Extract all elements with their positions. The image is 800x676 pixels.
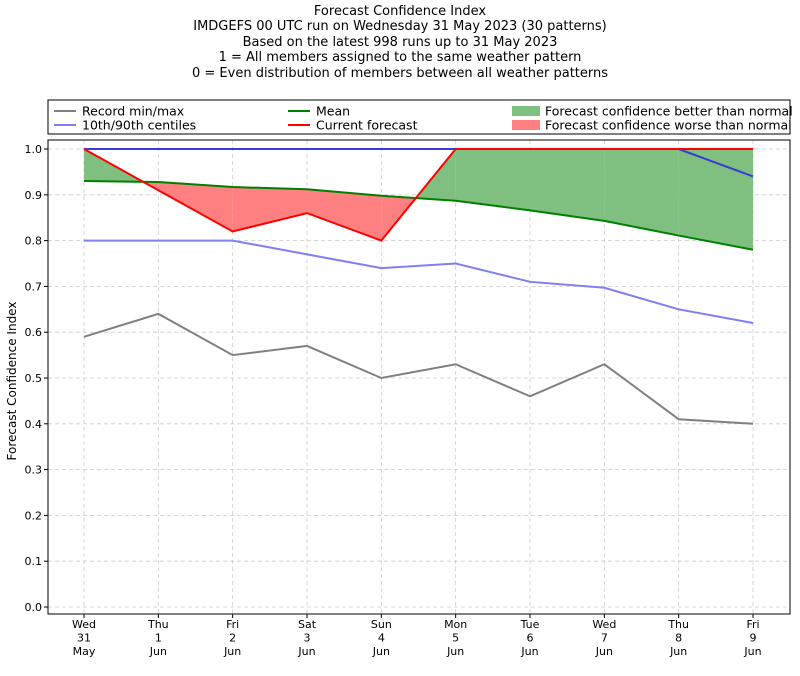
x-tick-label-line: May <box>73 645 96 658</box>
x-tick-label-line: 8 <box>675 632 682 645</box>
x-tick-label: Thu 1 Jun <box>147 618 169 658</box>
x-tick-label: Thu 8 Jun <box>667 618 689 658</box>
legend-label: Current forecast <box>316 118 418 133</box>
y-tick-label: 0.7 <box>25 280 43 293</box>
x-tick-label-line: 2 <box>229 632 236 645</box>
title-line-3: Based on the latest 998 runs up to 31 Ma… <box>242 34 558 50</box>
legend-box <box>47 99 791 135</box>
y-tick-label: 0.5 <box>25 372 43 385</box>
x-tick-label-line: Jun <box>743 645 761 658</box>
x-tick-label-line: Tue <box>520 618 540 631</box>
x-tick-label: Sun 4 Jun <box>371 618 392 658</box>
x-tick-label: Fri 2 Jun <box>223 618 241 658</box>
y-tick-label: 0.3 <box>25 464 43 477</box>
y-tick-label: 0.6 <box>25 326 43 339</box>
y-tick-label: 1.0 <box>25 143 43 156</box>
series-line-10th-90th-centiles <box>84 239 754 325</box>
x-tick-label-line: Jun <box>446 645 464 658</box>
x-tick-label: Wed 31 May <box>72 618 96 658</box>
legend-label: 10th/90th centiles <box>82 118 196 133</box>
series-line-record-min-max <box>83 312 754 425</box>
y-tick-label: 0.4 <box>25 418 43 431</box>
y-axis-label: Forecast Confidence Index <box>5 302 19 461</box>
y-tick-label: 0.1 <box>25 555 43 568</box>
legend-swatch-patch <box>512 120 540 130</box>
x-tick-label-line: 5 <box>452 632 459 645</box>
legend-label: Forecast confidence worse than normal <box>545 118 792 133</box>
fill-worse-than-normal <box>232 187 307 232</box>
fill-worse-than-normal <box>307 189 382 241</box>
x-tick-label-line: Jun <box>669 645 687 658</box>
x-tick-label-line: Jun <box>149 645 167 658</box>
fill-better-than-normal <box>678 149 753 250</box>
x-tick-label-line: Sat <box>298 618 317 631</box>
x-tick-label-line: 6 <box>527 632 534 645</box>
x-tick-label-line: Jun <box>372 645 390 658</box>
chart-title: Forecast Confidence Index IMDGEFS 00 UTC… <box>0 4 800 81</box>
fill-better-than-normal <box>455 149 530 211</box>
x-tick-label-line: 4 <box>378 632 385 645</box>
series-line-current-forecast <box>83 148 753 242</box>
fill-better-than-normal <box>604 149 679 236</box>
fill-better-than-normal <box>530 149 605 221</box>
legend-swatch-patch <box>512 106 540 116</box>
y-tick-label: 0.0 <box>25 601 43 614</box>
y-tick-label: 0.8 <box>25 235 43 248</box>
x-tick-label: Sat 3 Jun <box>297 618 316 658</box>
x-tick-label-line: Mon <box>444 618 467 631</box>
x-tick-label-line: Thu <box>147 618 169 631</box>
x-tick-label-line: Sun <box>371 618 392 631</box>
legend-label: Record min/max <box>82 104 184 119</box>
title-line-5: 0 = Even distribution of members between… <box>191 65 609 81</box>
x-tick-label-line: Jun <box>520 645 538 658</box>
series-line-mean <box>83 180 754 251</box>
x-tick-label: Wed 7 Jun <box>592 618 616 658</box>
x-tick-label-line: Fri <box>226 618 239 631</box>
y-tick-label: 0.2 <box>25 509 43 522</box>
x-tick-label-line: 9 <box>750 632 757 645</box>
x-tick-label-line: 3 <box>304 632 311 645</box>
title-line-4: 1 = All members assigned to the same wea… <box>218 50 582 66</box>
x-tick-label: Fri 9 Jun <box>743 618 761 658</box>
x-tick-label: Mon 5 Jun <box>444 618 467 658</box>
x-tick-label-line: Jun <box>595 645 613 658</box>
x-tick-label-line: 31 <box>77 632 91 645</box>
x-tick-label-line: Jun <box>297 645 315 658</box>
title-line-2: IMDGEFS 00 UTC run on Wednesday 31 May 2… <box>193 19 607 35</box>
x-tick-label-line: Wed <box>72 618 96 631</box>
x-tick-label-line: 1 <box>155 632 162 645</box>
x-tick-label-line: Fri <box>746 618 759 631</box>
x-tick-label-line: Thu <box>667 618 689 631</box>
x-tick-label: Tue 6 Jun <box>520 618 540 658</box>
legend-label: Mean <box>316 104 350 119</box>
x-tick-label-line: 7 <box>601 632 608 645</box>
x-tick-label-line: Wed <box>592 618 616 631</box>
plot-frame <box>47 139 791 615</box>
title-line-1: Forecast Confidence Index <box>313 4 487 19</box>
fill-worse-than-normal <box>158 181 233 232</box>
y-tick-label: 0.9 <box>25 189 43 202</box>
legend-label: Forecast confidence better than normal <box>545 104 793 119</box>
x-tick-label-line: Jun <box>223 645 241 658</box>
